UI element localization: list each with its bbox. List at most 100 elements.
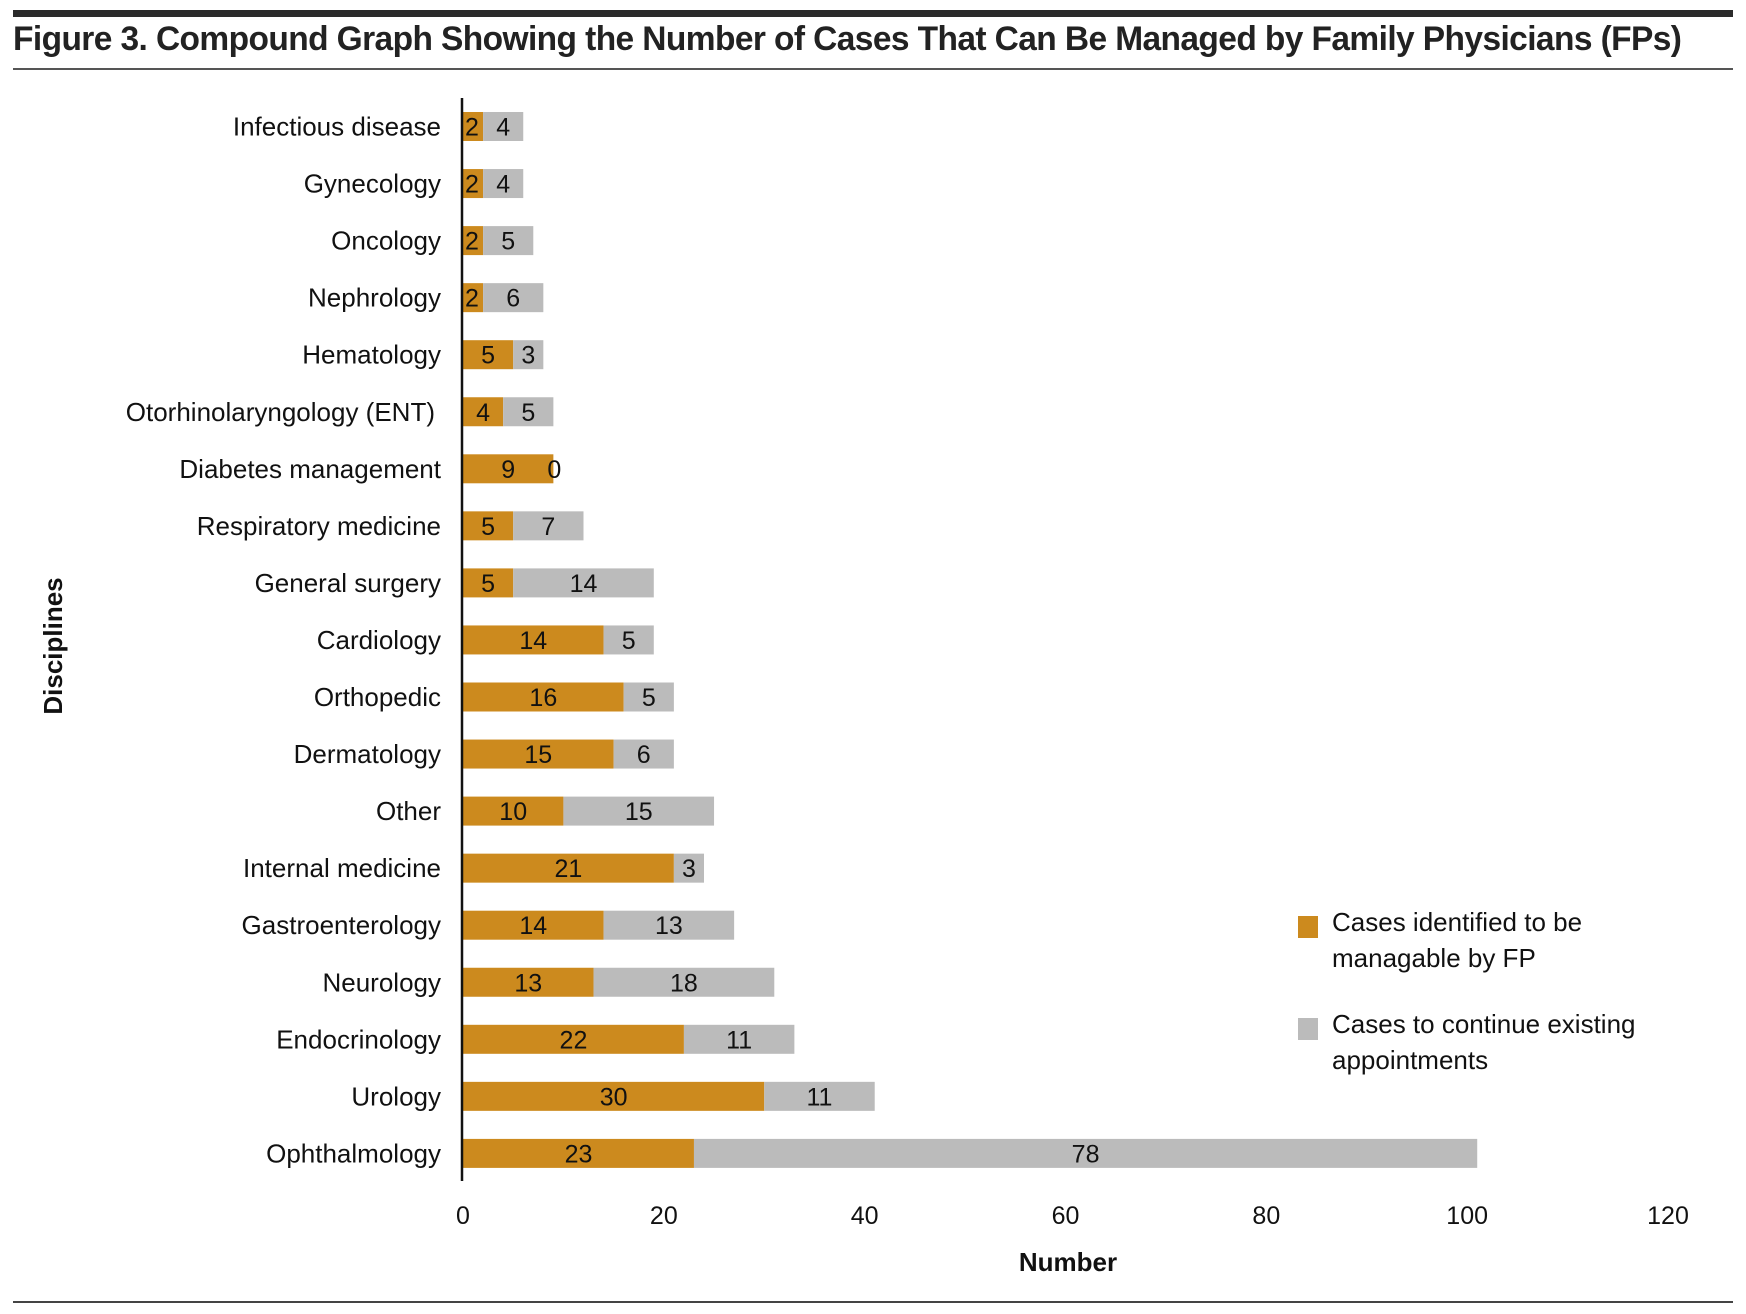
bar-segment-continue-existing (503, 397, 554, 427)
title-underline-rule (13, 68, 1733, 70)
bar-segment-continue-existing (513, 511, 584, 541)
data-label-fp-manageable: 5 (481, 570, 495, 598)
x-tick-label: 100 (1446, 1202, 1488, 1230)
data-label-fp-manageable: 22 (560, 1026, 588, 1054)
data-label-continue-existing: 3 (521, 342, 535, 370)
category-label: Ophthalmology (266, 1138, 441, 1168)
category-label: Oncology (331, 226, 441, 256)
category-label: Diabetes management (179, 454, 441, 484)
category-label: Gastroenterology (242, 910, 441, 940)
category-label: Cardiology (317, 625, 441, 655)
bottom-rule (13, 1301, 1733, 1303)
x-tick-label: 40 (851, 1202, 879, 1230)
bar-segment-fp-manageable (463, 568, 514, 598)
bar-segment-continue-existing (673, 853, 704, 883)
data-label-fp-manageable: 2 (465, 171, 479, 199)
category-label: Respiratory medicine (197, 511, 441, 541)
category-label: Urology (351, 1081, 441, 1111)
data-label-fp-manageable: 2 (465, 114, 479, 142)
bar-segment-fp-manageable (463, 397, 504, 427)
data-label-fp-manageable: 21 (555, 855, 583, 883)
data-label-continue-existing: 0 (547, 456, 561, 484)
data-label-fp-manageable: 15 (524, 741, 552, 769)
data-label-fp-manageable: 9 (501, 456, 515, 484)
data-label-continue-existing: 15 (625, 798, 653, 826)
bar-segment-fp-manageable (463, 796, 564, 826)
data-label-continue-existing: 3 (682, 855, 696, 883)
bar-segment-fp-manageable (463, 739, 614, 769)
data-label-continue-existing: 5 (642, 684, 656, 712)
bar-segment-fp-manageable (463, 511, 514, 541)
bar-segment-continue-existing (613, 739, 674, 769)
data-label-continue-existing: 6 (637, 741, 651, 769)
legend-swatch-fp-manageable (1298, 916, 1318, 938)
data-label-fp-manageable: 14 (519, 912, 547, 940)
bar-segment-fp-manageable (463, 283, 484, 313)
data-label-continue-existing: 7 (541, 513, 555, 541)
legend-swatch-continue-existing (1298, 1018, 1318, 1040)
category-label: Internal medicine (243, 853, 441, 883)
bar-segment-fp-manageable (463, 340, 514, 370)
category-labels-group: Infectious disease Gynecology Oncology Neph… (126, 112, 442, 1169)
x-tick-label: 0 (456, 1202, 470, 1230)
data-label-fp-manageable: 10 (499, 798, 527, 826)
category-label: Dermatology (294, 739, 441, 769)
data-label-fp-manageable: 2 (465, 228, 479, 256)
bar-segment-continue-existing (603, 910, 735, 940)
category-label: General surgery (255, 568, 441, 598)
bar-segment-fp-manageable (463, 454, 554, 484)
bar-segment-fp-manageable (463, 1081, 765, 1111)
data-label-fp-manageable: 13 (514, 969, 542, 997)
legend-item-fp-manageable: Cases identified to be managable by FP (1298, 904, 1672, 976)
category-label: Other (376, 796, 441, 826)
bar-segment-fp-manageable (463, 853, 674, 883)
bar-segment-fp-manageable (463, 625, 604, 655)
category-label: Otorhinolaryngology (ENT) (126, 397, 435, 427)
bar-segment-continue-existing (483, 112, 524, 141)
bar-segment-fp-manageable (463, 169, 484, 199)
data-label-continue-existing: 11 (726, 1026, 752, 1054)
data-label-fp-manageable: 23 (565, 1140, 593, 1168)
data-label-continue-existing: 5 (501, 228, 515, 256)
legend: Cases identified to be managable by FP C… (1298, 904, 1672, 1108)
category-label: Infectious disease (233, 112, 441, 142)
bar-segment-continue-existing (483, 169, 524, 199)
x-axis-title: Number (1019, 1247, 1117, 1277)
data-label-continue-existing: 5 (622, 627, 636, 655)
category-label: Nephrology (308, 283, 441, 313)
top-thick-rule (13, 10, 1733, 17)
data-label-continue-existing: 5 (521, 399, 535, 427)
bar-segment-continue-existing (593, 967, 775, 997)
data-label-fp-manageable: 30 (600, 1083, 628, 1111)
bar-segment-continue-existing (483, 226, 534, 256)
bar-segment-continue-existing (623, 682, 674, 712)
bar-segment-continue-existing (683, 1024, 795, 1054)
data-label-fp-manageable: 5 (481, 513, 495, 541)
bar-segment-fp-manageable (463, 967, 594, 997)
data-label-continue-existing: 4 (496, 114, 510, 142)
category-label: Endocrinology (276, 1024, 441, 1054)
data-label-continue-existing: 13 (655, 912, 683, 940)
bar-segment-continue-existing (603, 625, 654, 655)
category-label: Gynecology (304, 169, 441, 199)
bar-segment-fp-manageable (463, 226, 484, 256)
category-label: Hematology (302, 340, 441, 370)
x-tick-label: 60 (1052, 1202, 1080, 1230)
x-tick-label: 20 (650, 1202, 678, 1230)
data-label-continue-existing: 6 (506, 285, 520, 313)
x-tick-label: 120 (1647, 1202, 1689, 1230)
data-label-continue-existing: 4 (496, 171, 510, 199)
bar-segment-fp-manageable (463, 910, 604, 940)
legend-label-continue-existing: Cases to continue existing appointments (1332, 1009, 1636, 1075)
data-label-continue-existing: 18 (670, 969, 698, 997)
bar-segment-fp-manageable (463, 1138, 694, 1168)
figure-title: Figure 3. Compound Graph Showing the Num… (13, 20, 1682, 58)
bar-segment-continue-existing (513, 568, 654, 598)
bar-segment-continue-existing (563, 796, 715, 826)
x-tick-label: 80 (1252, 1202, 1280, 1230)
bar-segment-continue-existing (483, 283, 544, 313)
category-label: Neurology (322, 967, 441, 997)
data-label-continue-existing: 11 (807, 1083, 833, 1111)
